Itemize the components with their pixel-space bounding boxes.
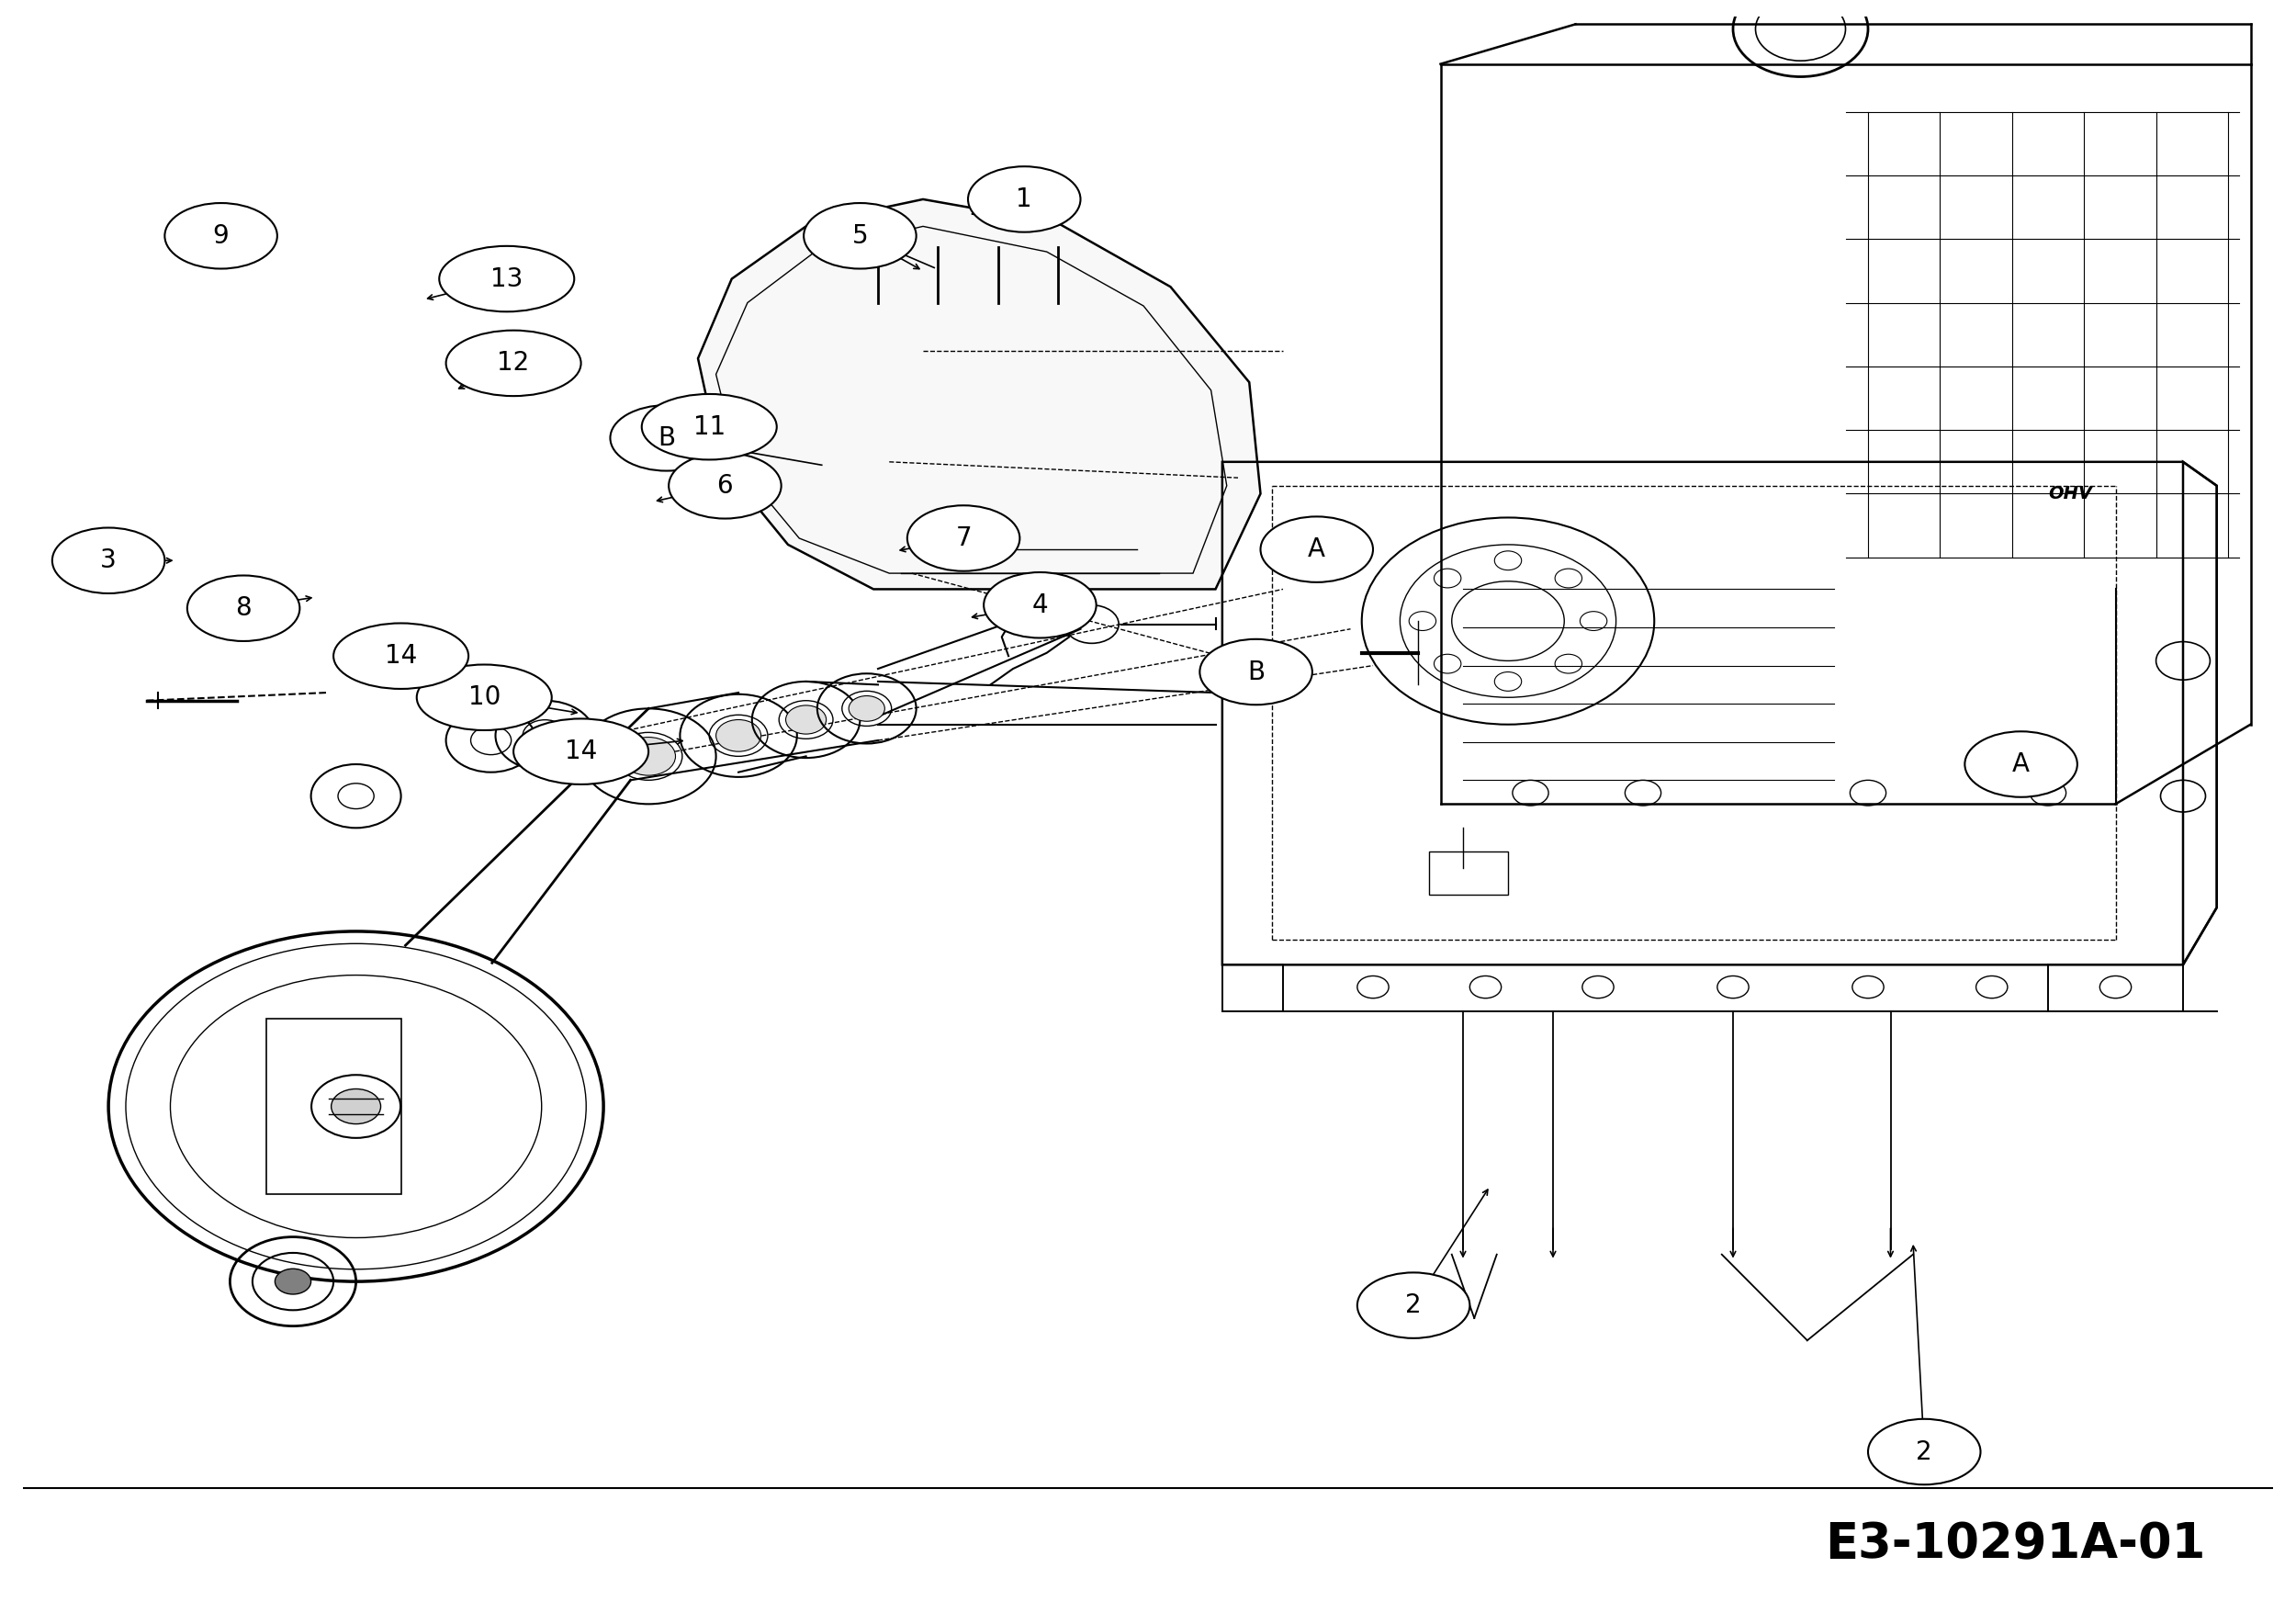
Circle shape [785, 705, 827, 734]
Text: 2: 2 [1405, 1293, 1421, 1319]
Ellipse shape [439, 245, 574, 312]
Ellipse shape [804, 203, 916, 268]
Text: A: A [1309, 536, 1325, 562]
Circle shape [622, 737, 675, 775]
Ellipse shape [53, 528, 165, 593]
Text: 9: 9 [214, 222, 230, 248]
Ellipse shape [188, 575, 301, 641]
Text: 5: 5 [852, 222, 868, 248]
Ellipse shape [1261, 516, 1373, 583]
Ellipse shape [1869, 1419, 1981, 1484]
Text: 12: 12 [498, 351, 530, 377]
Polygon shape [698, 200, 1261, 590]
Ellipse shape [514, 719, 647, 784]
Ellipse shape [983, 572, 1095, 638]
Ellipse shape [445, 330, 581, 396]
Text: B: B [1247, 659, 1265, 685]
Ellipse shape [643, 395, 776, 460]
Text: 3: 3 [101, 547, 117, 573]
Text: 8: 8 [236, 596, 253, 620]
Circle shape [850, 695, 884, 721]
Text: 10: 10 [468, 685, 501, 710]
Text: 4: 4 [1031, 593, 1047, 619]
Ellipse shape [907, 505, 1019, 572]
Circle shape [716, 719, 760, 752]
Ellipse shape [611, 404, 723, 471]
Ellipse shape [1965, 731, 2078, 797]
Ellipse shape [1357, 1273, 1469, 1338]
Text: 6: 6 [716, 473, 732, 499]
Text: 1: 1 [1017, 187, 1033, 213]
Text: OHV: OHV [2048, 486, 2092, 502]
Text: 2: 2 [1917, 1439, 1933, 1465]
Ellipse shape [333, 624, 468, 689]
Text: A: A [2011, 752, 2030, 778]
Ellipse shape [418, 664, 551, 731]
Ellipse shape [165, 203, 278, 268]
Ellipse shape [1201, 640, 1313, 705]
Text: 14: 14 [386, 643, 418, 669]
Text: 11: 11 [693, 414, 726, 440]
Text: 13: 13 [491, 266, 523, 292]
Ellipse shape [668, 453, 781, 518]
Circle shape [331, 1090, 381, 1124]
Text: 7: 7 [955, 526, 971, 551]
Text: 14: 14 [565, 739, 597, 765]
Text: B: B [657, 425, 675, 451]
Circle shape [276, 1268, 310, 1294]
Text: E3-10291A-01: E3-10291A-01 [1825, 1520, 2206, 1569]
Ellipse shape [969, 166, 1081, 232]
